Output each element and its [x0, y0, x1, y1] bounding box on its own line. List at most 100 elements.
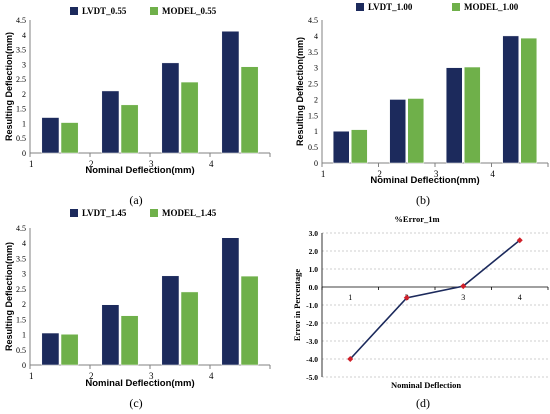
y-tick-label: 2.0 — [309, 247, 319, 256]
bar-model — [180, 81, 199, 154]
panel-a: 0 0.5 1 1.5 2 2.5 3 3.5 4 4.5 1 2 3 4 Resulting Deflec… — [4, 6, 271, 207]
bar-model — [120, 315, 139, 366]
y-tick-label: -5.0 — [306, 373, 318, 382]
y-tick-label: 0.5 — [16, 346, 26, 355]
legend-swatch-model — [150, 209, 158, 217]
legend-swatch-lvdt — [356, 3, 364, 11]
bar-model — [60, 122, 79, 154]
x-axis-label: Nominal Deflection — [391, 380, 461, 390]
y-tick-label: 2.5 — [16, 75, 26, 84]
y-tick-label: -3.0 — [306, 337, 318, 346]
x-axis-label: Nominal Deflection(mm) — [85, 165, 194, 176]
panel-d-plot: %Error_1m -5.0 -4.0 -3.0 -2.0 -1.0 0.0 1.0 2.0 3.… — [292, 214, 549, 390]
x-axis-label: Nominal Deflection(mm) — [370, 175, 479, 186]
data-point-marker — [460, 283, 467, 290]
y-tick-label: 4.5 — [16, 224, 26, 233]
series-line — [349, 239, 521, 360]
legend-label-lvdt: LVDT_0.55 — [82, 6, 127, 16]
y-tick-label: 2.5 — [308, 80, 318, 89]
y-tick-label: 0.5 — [16, 134, 26, 143]
x-tick-label: 4 — [518, 293, 522, 302]
x-tick-label: 1 — [29, 159, 34, 169]
x-tick-label: 1 — [348, 293, 352, 302]
y-tick-label: 2 — [22, 90, 26, 99]
bar-lvdt — [389, 99, 407, 164]
bar-lvdt — [445, 67, 463, 164]
bar-model — [520, 37, 538, 164]
panel-c-caption: (c) — [129, 396, 142, 410]
y-tick-label: 3.5 — [16, 46, 26, 55]
y-tick-label: -1.0 — [306, 301, 318, 310]
y-tick-label: 1.5 — [308, 111, 318, 120]
y-axis-label: Resulting Deflection(mm) — [4, 242, 14, 351]
bar-model — [464, 66, 481, 164]
x-tick-label: 4 — [490, 169, 495, 179]
bar-lvdt — [101, 304, 120, 366]
y-axis-label: Resulting Deflection(mm) — [4, 32, 14, 141]
data-point-marker — [347, 356, 354, 362]
legend-swatch-lvdt — [70, 209, 78, 217]
x-tick-label: 3 — [461, 293, 465, 302]
bar-model — [240, 275, 259, 366]
legend-label-model: MODEL_1.00 — [464, 2, 519, 12]
x-tick-label: 4 — [209, 371, 214, 381]
y-tick-label: 3 — [22, 270, 26, 279]
y-tick-label: 2 — [22, 300, 26, 309]
bar-lvdt — [332, 130, 350, 164]
bar-lvdt — [41, 117, 60, 154]
panel-b-plot: 0 0.5 1 1.5 2 2.5 3 3.5 4 4.5 1 2 3 4 Resulting Deflec… — [295, 2, 549, 186]
y-tick-label: 1 — [22, 331, 26, 340]
bar-lvdt — [41, 332, 60, 366]
y-tick-label: 0 — [314, 159, 318, 168]
panel-a-plot: 0 0.5 1 1.5 2 2.5 3 3.5 4 4.5 1 2 3 4 Resulting Deflec… — [4, 6, 271, 176]
y-tick-label: 1.5 — [16, 105, 26, 114]
bar-lvdt — [101, 90, 120, 154]
y-tick-label: 3 — [22, 60, 26, 69]
legend-label-lvdt: LVDT_1.00 — [368, 2, 413, 12]
y-tick-label: 4.5 — [308, 16, 318, 25]
bar-model — [60, 334, 79, 366]
y-tick-label: 1 — [314, 127, 318, 136]
data-point-marker — [403, 294, 410, 301]
legend-label-model: MODEL_1.45 — [162, 208, 217, 218]
bar-lvdt — [161, 275, 180, 366]
legend-swatch-model — [150, 7, 158, 15]
chart-title: %Error_1m — [394, 214, 439, 224]
bar-model — [180, 291, 199, 366]
y-tick-label: 1 — [22, 119, 26, 128]
legend-label-model: MODEL_0.55 — [162, 6, 217, 16]
x-tick-label: 3 — [434, 169, 439, 179]
x-tick-label: 1 — [321, 169, 326, 179]
y-tick-label: 4 — [22, 31, 26, 40]
panel-d: %Error_1m -5.0 -4.0 -3.0 -2.0 -1.0 0.0 1.0 2.0 3.… — [292, 214, 549, 410]
y-tick-label: 3.5 — [16, 254, 26, 263]
x-tick-label: 3 — [149, 371, 154, 381]
panel-b: 0 0.5 1 1.5 2 2.5 3 3.5 4 4.5 1 2 3 4 Resulting Deflec… — [295, 2, 549, 207]
panel-a-caption: (a) — [129, 193, 142, 207]
legend-swatch-model — [452, 3, 460, 11]
x-tick-label: 2 — [377, 169, 382, 179]
bar-model — [351, 129, 368, 164]
y-tick-label: 1.5 — [16, 315, 26, 324]
data-point-marker — [516, 237, 523, 244]
y-tick-label: 4.5 — [16, 16, 26, 25]
x-tick-label: 4 — [209, 159, 214, 169]
y-tick-label: 3.5 — [308, 48, 318, 57]
bar-model — [240, 66, 259, 154]
x-tick-label: 1 — [29, 371, 34, 381]
panel-c-plot: 0 0.5 1 1.5 2 2.5 3 3.5 4 4.5 1 2 3 4 Resulting Deflec… — [4, 208, 271, 389]
y-tick-label: 4 — [22, 239, 26, 248]
y-tick-label: 1.0 — [309, 265, 319, 274]
y-axis-label: Resulting Deflection(mm) — [295, 37, 305, 146]
legend-swatch-lvdt — [70, 7, 78, 15]
bar-model — [407, 98, 425, 164]
x-tick-label: 3 — [149, 159, 154, 169]
y-tick-label: 2.5 — [16, 285, 26, 294]
panel-d-caption: (d) — [416, 396, 430, 410]
legend-label-lvdt: LVDT_1.45 — [82, 208, 127, 218]
y-tick-label: 0 — [22, 361, 26, 370]
bar-lvdt — [161, 62, 180, 154]
bar-model — [120, 104, 139, 154]
panel-b-caption: (b) — [416, 193, 430, 207]
y-tick-label: 2 — [314, 95, 318, 104]
